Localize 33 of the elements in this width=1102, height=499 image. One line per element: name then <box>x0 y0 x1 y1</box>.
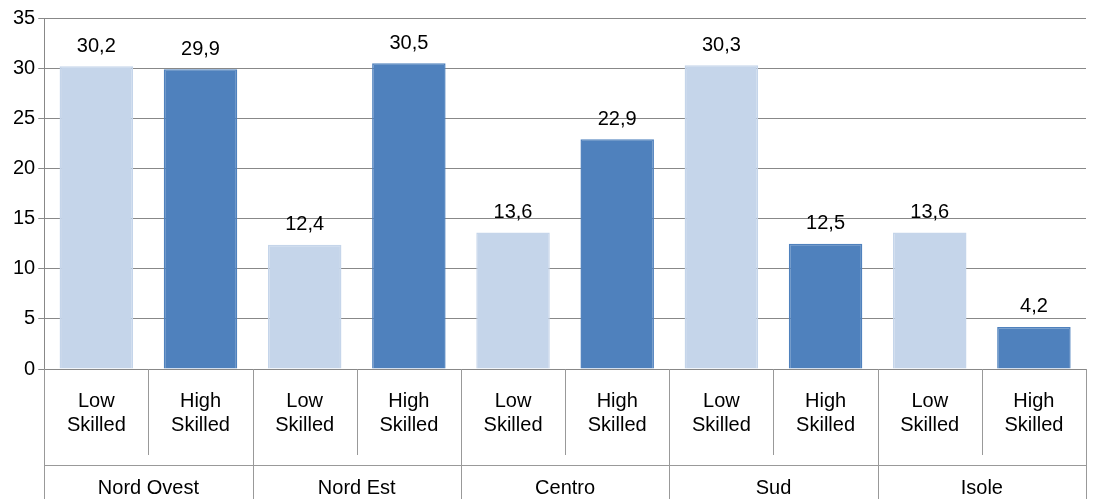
x-tick-label: Low Skilled <box>691 388 751 435</box>
data-label: 30,3 <box>701 32 741 55</box>
y-tick-label: 30 <box>13 55 36 78</box>
y-tick-label: 5 <box>24 306 36 329</box>
y-tick-label: 35 <box>13 5 36 28</box>
data-label: 12,5 <box>806 211 846 234</box>
x-tick-label: High Skilled <box>1004 388 1064 435</box>
data-label: 30,2 <box>76 33 116 56</box>
data-label: 30,5 <box>389 30 429 53</box>
text: Sud <box>755 475 792 498</box>
data-label: 22,9 <box>597 106 637 129</box>
y-tick-label: 10 <box>13 256 36 279</box>
text: Isole <box>960 475 1003 498</box>
text: Nord Ovest <box>97 475 200 498</box>
data-label: 13,6 <box>493 200 533 223</box>
x-tick-label: High Skilled <box>171 388 230 435</box>
x-tick-label: High Skilled <box>796 388 856 435</box>
y-tick-label: 20 <box>13 155 36 178</box>
x-tick-label: Low Skilled <box>483 388 543 435</box>
text: Centro <box>535 475 596 498</box>
data-label: 29,9 <box>181 36 220 59</box>
x-tick-label: High Skilled <box>379 388 439 435</box>
y-tick-label: 25 <box>13 105 36 128</box>
data-label: 4,2 <box>1020 294 1048 317</box>
x-tick-label: High Skilled <box>587 388 647 435</box>
data-label: 12,4 <box>285 212 325 235</box>
x-tick-label: Low Skilled <box>900 388 960 435</box>
data-label: 13,6 <box>910 200 950 223</box>
x-tick-label: Low Skilled <box>66 388 126 435</box>
text: Nord Est <box>317 475 397 498</box>
y-tick-label: 15 <box>13 206 36 229</box>
y-tick-label: 0 <box>24 356 36 379</box>
x-tick-label: Low Skilled <box>275 388 335 435</box>
